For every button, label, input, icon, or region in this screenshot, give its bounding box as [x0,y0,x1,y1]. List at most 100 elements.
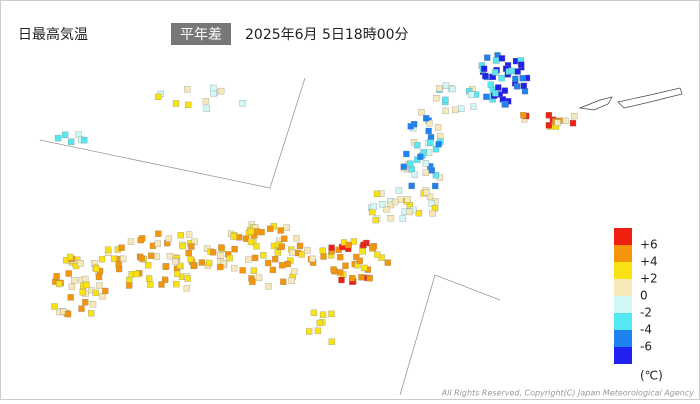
station [468,91,475,98]
station [203,105,210,112]
inset-border [39,77,306,189]
station [483,93,490,100]
station [187,256,194,263]
station [155,93,162,100]
station [356,257,363,265]
station [82,299,89,306]
station [519,75,526,82]
station [277,227,284,234]
station [423,189,430,196]
station [296,242,304,250]
station [110,255,118,262]
station [96,282,103,289]
station [65,270,72,277]
legend-label: -4 [640,323,652,337]
station [89,301,97,308]
station [82,275,89,283]
station [217,87,225,95]
station [137,236,144,244]
station [264,259,272,267]
station [337,254,344,261]
legend-label: +6 [640,238,658,252]
legend-label: -6 [640,340,652,354]
station [417,153,424,160]
station [95,273,103,281]
legend-label: +2 [640,272,658,286]
station [403,150,410,158]
station [66,253,74,261]
station [433,95,440,102]
station [93,265,100,273]
station [166,253,174,260]
station [338,276,345,284]
station [288,277,295,284]
station [434,124,442,131]
station [349,275,356,282]
station [127,238,135,245]
station [176,262,184,269]
station [231,245,238,253]
station [281,235,288,242]
station [408,182,415,190]
station [78,305,85,312]
legend: +6 +4 +2 0 -2 -4 -6 [614,228,658,364]
station [411,171,419,179]
station [304,247,311,254]
station [328,310,335,318]
station [426,119,433,127]
station [342,262,349,269]
station [345,241,352,249]
station [520,82,527,90]
station [373,190,381,198]
station [250,267,258,274]
station [249,278,256,285]
station [512,75,519,83]
station [174,270,181,278]
station [239,100,246,107]
station [369,244,376,251]
station [173,280,180,288]
station [415,210,423,217]
station [67,294,74,301]
station [210,84,217,92]
station [218,244,225,251]
station [284,260,291,268]
legend-label: -2 [640,306,652,320]
station [247,238,255,246]
station [498,55,506,62]
station [407,123,414,130]
station [508,67,515,75]
station [118,244,125,251]
station [198,259,206,266]
station [484,54,491,61]
station [158,281,165,288]
station [492,69,499,76]
station [278,243,285,250]
station [425,149,433,156]
station [245,256,252,263]
station [161,276,169,283]
station [350,238,357,245]
station [291,268,298,275]
station [280,278,287,285]
station [406,208,413,216]
station [289,249,296,256]
station [120,255,127,263]
station [425,127,432,135]
station [83,281,90,289]
legend-swatch [614,279,632,296]
station [260,252,267,259]
station [230,233,237,240]
station [183,285,191,292]
station [404,196,411,203]
station [374,251,381,258]
station [514,68,521,75]
station [387,215,394,222]
station [426,193,434,200]
station [54,134,62,142]
station [442,82,450,89]
station [148,252,155,259]
legend-label: +4 [640,255,658,269]
station [210,90,217,97]
